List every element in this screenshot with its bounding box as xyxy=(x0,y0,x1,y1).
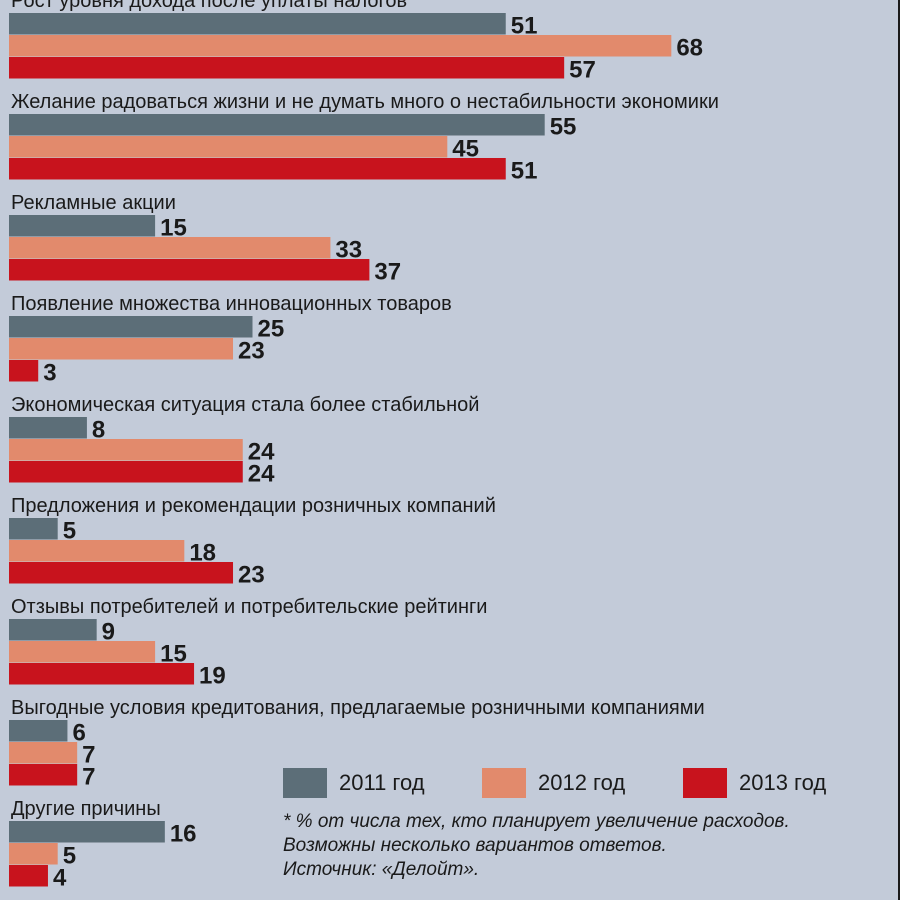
data-label: 16 xyxy=(170,821,197,848)
data-label: 25 xyxy=(258,316,285,343)
data-label: 24 xyxy=(248,461,275,488)
bar xyxy=(9,764,78,786)
legend-label-2013: 2013 год xyxy=(739,770,827,795)
data-label: 8 xyxy=(92,417,105,444)
bar xyxy=(9,13,506,35)
category-label: Предложения и рекомендации розничных ком… xyxy=(11,495,496,517)
bar xyxy=(9,417,87,439)
category-label: Отзывы потребителей и потребительские ре… xyxy=(11,596,487,618)
bar xyxy=(9,439,243,461)
data-label: 37 xyxy=(374,259,401,286)
data-label: 5 xyxy=(63,843,76,870)
source-note: Источник: «Делойт». xyxy=(283,859,480,880)
bar xyxy=(9,114,545,136)
bar xyxy=(9,158,506,180)
bar xyxy=(9,641,156,663)
category-label: Экономическая ситуация стала более стаби… xyxy=(11,394,479,416)
category-label: Рост уровня дохода после уплаты налогов xyxy=(11,0,407,12)
bar xyxy=(9,57,565,79)
footnote: * % от числа тех, кто планирует увеличен… xyxy=(283,810,893,882)
category-label: Выгодные условия кредитования, предлагае… xyxy=(11,697,705,719)
bar xyxy=(9,136,448,158)
bar xyxy=(9,619,97,641)
bar xyxy=(9,461,243,483)
data-label: 57 xyxy=(569,57,596,84)
legend-label-2012: 2012 год xyxy=(538,770,626,795)
legend-swatch-2011 xyxy=(283,768,327,798)
data-label: 19 xyxy=(199,663,226,690)
data-label: 6 xyxy=(72,720,85,747)
bar xyxy=(9,821,165,843)
bar xyxy=(9,843,58,865)
bar xyxy=(9,35,672,57)
bar xyxy=(9,316,253,338)
footnote-line: Возможны несколько вариантов ответов. xyxy=(283,835,667,856)
category-label: Желание радоваться жизни и не думать мно… xyxy=(11,91,719,113)
bar xyxy=(9,215,156,237)
bar xyxy=(9,720,68,742)
legend-swatch-2012 xyxy=(482,768,526,798)
legend-item-2011: 2011 год xyxy=(283,767,425,799)
bar xyxy=(9,562,234,584)
bar xyxy=(9,360,39,382)
data-label: 7 xyxy=(82,742,95,769)
data-label: 3 xyxy=(43,360,56,387)
bar xyxy=(9,742,78,764)
bar xyxy=(9,865,48,887)
bar xyxy=(9,518,58,540)
category-label: Рекламные акции xyxy=(11,192,176,214)
bar xyxy=(9,338,234,360)
category-label: Другие причины xyxy=(11,798,161,820)
legend-label-2011: 2011 год xyxy=(339,770,425,795)
legend-item-2012: 2012 год xyxy=(482,767,625,799)
legend-swatch-2013 xyxy=(683,768,727,798)
data-label: 5 xyxy=(63,518,76,545)
data-label: 68 xyxy=(676,35,703,62)
data-label: 23 xyxy=(238,338,265,365)
data-label: 23 xyxy=(238,562,265,589)
bar xyxy=(9,237,331,259)
bar xyxy=(9,540,185,562)
bar xyxy=(9,663,195,685)
bar xyxy=(9,259,370,281)
right-border xyxy=(898,0,900,900)
footnote-line: * % от числа тех, кто планирует увеличен… xyxy=(283,811,790,832)
data-label: 7 xyxy=(82,764,95,791)
data-label: 4 xyxy=(53,865,67,892)
category-label: Появление множества инновационных товаро… xyxy=(11,293,452,315)
data-label: 51 xyxy=(511,158,538,185)
data-label: 55 xyxy=(550,114,577,141)
data-label: 9 xyxy=(102,619,115,646)
data-label: 24 xyxy=(248,439,275,466)
legend: 2011 год 2012 год 2013 год xyxy=(283,767,883,799)
legend-item-2013: 2013 год xyxy=(683,767,826,799)
